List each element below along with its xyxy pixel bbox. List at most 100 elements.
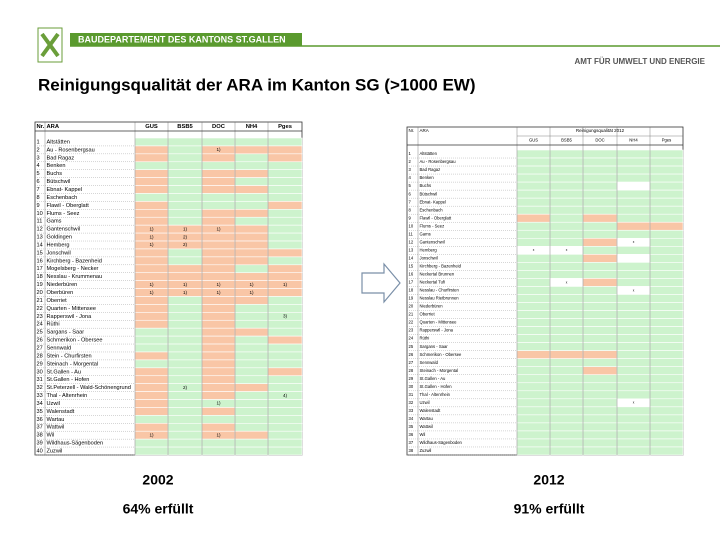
status-cell [516,398,551,408]
status-cell [134,335,169,345]
status-cell [516,422,551,432]
status-cell [167,153,203,163]
footnote: 1) [216,290,221,295]
status-cell [134,185,169,194]
status-cell [649,318,684,327]
status-cell [167,201,203,210]
nr: 11 [409,231,414,236]
status-cell [234,327,269,337]
column-header: ARA [420,128,429,133]
status-cell [649,446,684,456]
status-cell [516,278,551,287]
status-cell [616,254,651,263]
status-cell [549,221,584,231]
ara-name: Uzwil [47,401,60,407]
status-cell [201,169,236,178]
status-cell [616,438,651,448]
status-cell [167,185,203,194]
status-cell [616,181,651,191]
status-cell [201,312,236,321]
nr: 4 [37,163,40,169]
status-cell [234,359,269,369]
status-cell [167,399,203,408]
status-cell [582,406,618,416]
nr: 28 [37,353,43,359]
status-cell [549,149,584,159]
status-cell [649,237,684,247]
footnote: 1) [149,242,154,247]
ara-name: Thal - Altenrhein [420,392,451,397]
nr: 28 [409,368,414,373]
status-cell [134,169,169,178]
ara-name: Quarten - Mittensee [47,306,96,312]
status-cell [616,213,651,223]
status-cell [649,406,684,416]
status-cell [549,350,584,359]
status-cell [549,366,584,376]
ara-name: Wartau [420,416,434,421]
status-cell [516,430,551,440]
nr: 9 [37,203,40,209]
status-cell [582,165,618,175]
status-cell [549,398,584,408]
status-cell [549,254,584,263]
nr: 36 [409,432,414,437]
status-cell [201,383,236,392]
status-cell [616,334,651,343]
status-cell [267,446,303,456]
status-cell [582,262,618,271]
nr: 17 [37,266,43,272]
ara-name: Wartau [47,417,65,423]
status-cell [267,367,303,377]
nr: 32 [37,385,43,391]
nr: 2 [409,159,412,164]
status-cell [549,237,584,247]
status-cell [616,406,651,416]
ara-name: St.Gallen - Au [47,369,82,375]
status-cell [234,169,269,178]
status-cell [516,414,551,424]
status-cell [134,375,169,384]
status-cell [616,157,651,167]
status-cell [201,327,236,337]
status-cell [582,286,618,295]
status-cell [516,374,551,384]
status-cell [134,438,169,448]
nr: 14 [37,242,43,248]
footnote: 3) [283,314,288,319]
status-cell [267,399,303,408]
status-cell [234,232,269,242]
status-cell [201,438,236,448]
status-cell [167,256,203,266]
footnote: 1) [216,147,221,152]
footnote: x [566,248,568,252]
status-cell [167,272,203,281]
nr: 37 [37,425,43,431]
status-cell [267,248,303,258]
nr: 15 [37,250,43,256]
status-cell [516,149,551,159]
ara-name: Bütschwil [420,191,438,196]
status-cell [267,216,303,226]
status-cell [549,334,584,343]
footnote: x [633,240,635,244]
status-cell [516,326,551,335]
status-cell [134,391,169,400]
footnote: 2) [183,385,188,390]
status-cell [134,137,169,147]
status-cell [516,366,551,376]
status-cell [582,374,618,384]
nr: 1 [37,139,40,145]
nr: 3 [409,167,412,172]
status-cell [649,414,684,424]
status-cell [616,149,651,159]
status-cell [234,296,269,305]
status-cell [234,177,269,186]
nr: 19 [37,282,43,288]
status-cell [267,343,303,353]
status-cell [649,157,684,167]
year: 2012 [533,472,564,488]
status-cell [167,169,203,178]
nr: 8 [37,195,40,201]
status-cell [649,326,684,335]
